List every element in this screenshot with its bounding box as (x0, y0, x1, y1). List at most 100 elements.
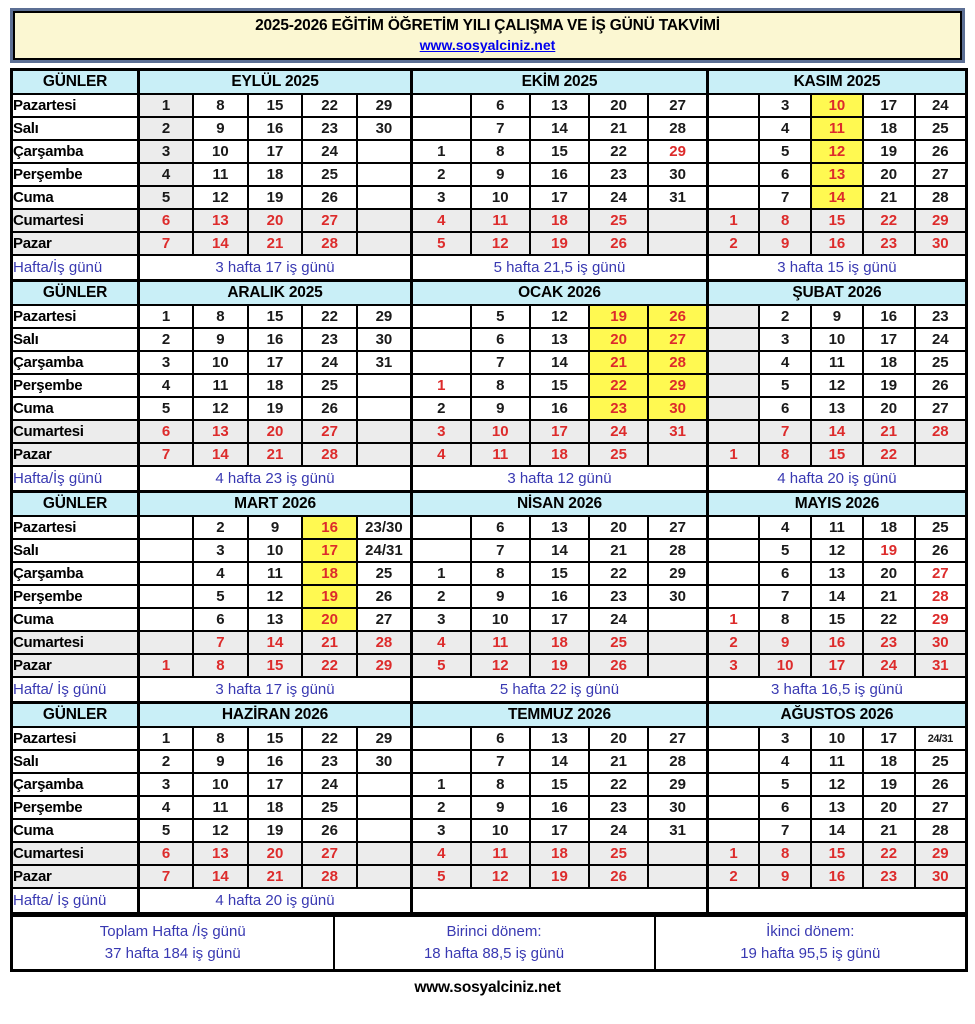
day-row: Cuma 6 13 20 27 3 10 17 24 1 8 15 22 29 (10, 607, 968, 632)
month-summary: 3 hafta 17 iş günü (137, 254, 413, 282)
day-cell: 17 (528, 419, 591, 444)
gunler-header: GÜNLER (10, 279, 140, 306)
day-cell: 20 (861, 561, 916, 586)
day-cell (705, 515, 761, 540)
day-cell: 22 (588, 561, 650, 586)
day-cell: 19 (861, 772, 916, 797)
day-cell (355, 864, 413, 889)
day-row: Salı 2 9 16 23 30 7 14 21 28 4 11 18 25 (10, 116, 968, 141)
day-cell: 21 (588, 116, 650, 141)
day-cell (409, 515, 472, 540)
day-cell: 26 (913, 139, 968, 164)
day-cell: 18 (301, 561, 358, 586)
day-name-cell: Pazar (10, 653, 140, 678)
day-cell: 29 (913, 841, 968, 866)
summary-row: Hafta/ İş günü 4 hafta 20 iş günü (10, 887, 968, 915)
day-cell: 6 (137, 208, 195, 233)
day-cell: 26 (355, 584, 413, 609)
day-cell: 8 (469, 772, 531, 797)
day-cell: 6 (469, 515, 531, 540)
day-cell (705, 116, 761, 141)
day-row: Salı 2 9 16 23 30 6 13 20 27 3 10 17 24 (10, 327, 968, 352)
day-cell: 24 (588, 419, 650, 444)
total-weeks-cell: Toplam Hafta /İş günü 37 hafta 184 iş gü… (10, 915, 335, 972)
day-cell: 13 (528, 515, 591, 540)
day-cell: 2 (192, 515, 249, 540)
day-cell: 8 (192, 304, 249, 329)
day-cell: 26 (913, 772, 968, 797)
day-cell: 1 (409, 772, 472, 797)
title-link[interactable]: www.sosyalciniz.net (419, 37, 556, 53)
day-cell: 10 (192, 772, 249, 797)
day-row: Perşembe 4 11 18 25 2 9 16 23 30 6 13 20 27 (10, 795, 968, 820)
day-cell: 15 (528, 772, 591, 797)
day-row: Cumartesi 6 13 20 27 4 11 18 25 1 8 15 22 29 (10, 841, 968, 866)
day-cell (355, 772, 413, 797)
day-name-cell: Cumartesi (10, 630, 140, 655)
day-cell: 11 (469, 841, 531, 866)
day-cell: 15 (810, 208, 864, 233)
day-cell: 16 (810, 630, 864, 655)
day-cell: 28 (301, 442, 358, 467)
day-cell: 18 (528, 442, 591, 467)
day-cell (647, 653, 709, 678)
day-cell: 2 (137, 327, 195, 352)
total-weeks-label: Toplam Hafta /İş günü (99, 923, 246, 940)
day-cell: 16 (246, 749, 304, 774)
day-cell (705, 818, 761, 843)
day-cell (647, 864, 709, 889)
day-cell: 26 (913, 538, 968, 563)
day-row: Perşembe 4 11 18 25 1 8 15 22 29 5 12 19 26 (10, 373, 968, 398)
day-cell: 18 (528, 841, 591, 866)
day-cell (355, 162, 413, 187)
day-cell: 27 (913, 561, 968, 586)
day-cell: 19 (528, 864, 591, 889)
day-name-cell: Çarşamba (10, 561, 140, 586)
day-cell: 18 (861, 749, 916, 774)
day-cell: 15 (528, 561, 591, 586)
day-cell: 25 (913, 350, 968, 375)
day-cell: 7 (469, 749, 531, 774)
day-cell: 30 (355, 749, 413, 774)
day-cell: 13 (246, 607, 304, 632)
day-cell: 6 (469, 93, 531, 118)
month-summary: 3 hafta 15 iş günü (705, 254, 968, 282)
day-cell: 21 (246, 442, 304, 467)
day-cell: 25 (913, 749, 968, 774)
day-cell: 11 (469, 208, 531, 233)
day-cell: 2 (409, 396, 472, 421)
day-row: Pazartesi 1 8 15 22 29 5 12 19 26 2 9 16 23 (10, 304, 968, 329)
gunler-header: GÜNLER (10, 68, 140, 95)
day-cell: 21 (588, 749, 650, 774)
day-cell: 23 (588, 584, 650, 609)
day-cell: 4 (758, 116, 813, 141)
day-cell: 8 (192, 726, 249, 751)
day-cell (705, 162, 761, 187)
day-cell: 13 (810, 162, 864, 187)
day-cell: 29 (355, 304, 413, 329)
day-cell: 23 (588, 162, 650, 187)
day-cell: 22 (301, 653, 358, 678)
day-row: Perşembe 5 12 19 26 2 9 16 23 30 7 14 21 28 (10, 584, 968, 609)
day-cell: 29 (355, 653, 413, 678)
block-header-row: GÜNLER MART 2026 NİSAN 2026 MAYIS 2026 (10, 490, 968, 517)
day-cell: 28 (301, 864, 358, 889)
day-cell: 31 (355, 350, 413, 375)
day-cell: 15 (810, 841, 864, 866)
day-row: Pazar 7 14 21 28 5 12 19 26 2 9 16 23 30 (10, 864, 968, 889)
day-cell: 27 (647, 93, 709, 118)
day-cell: 23 (913, 304, 968, 329)
day-name-cell: Perşembe (10, 373, 140, 398)
day-cell: 5 (409, 653, 472, 678)
day-cell: 3 (758, 726, 813, 751)
day-cell: 30 (647, 584, 709, 609)
day-cell: 7 (469, 116, 531, 141)
day-row: Cumartesi 7 14 21 28 4 11 18 25 2 9 16 23 30 (10, 630, 968, 655)
day-cell (705, 93, 761, 118)
day-cell: 6 (758, 396, 813, 421)
day-name-cell: Cuma (10, 818, 140, 843)
day-cell: 7 (137, 864, 195, 889)
day-cell: 30 (647, 162, 709, 187)
day-cell (409, 749, 472, 774)
day-cell: 2 (137, 749, 195, 774)
